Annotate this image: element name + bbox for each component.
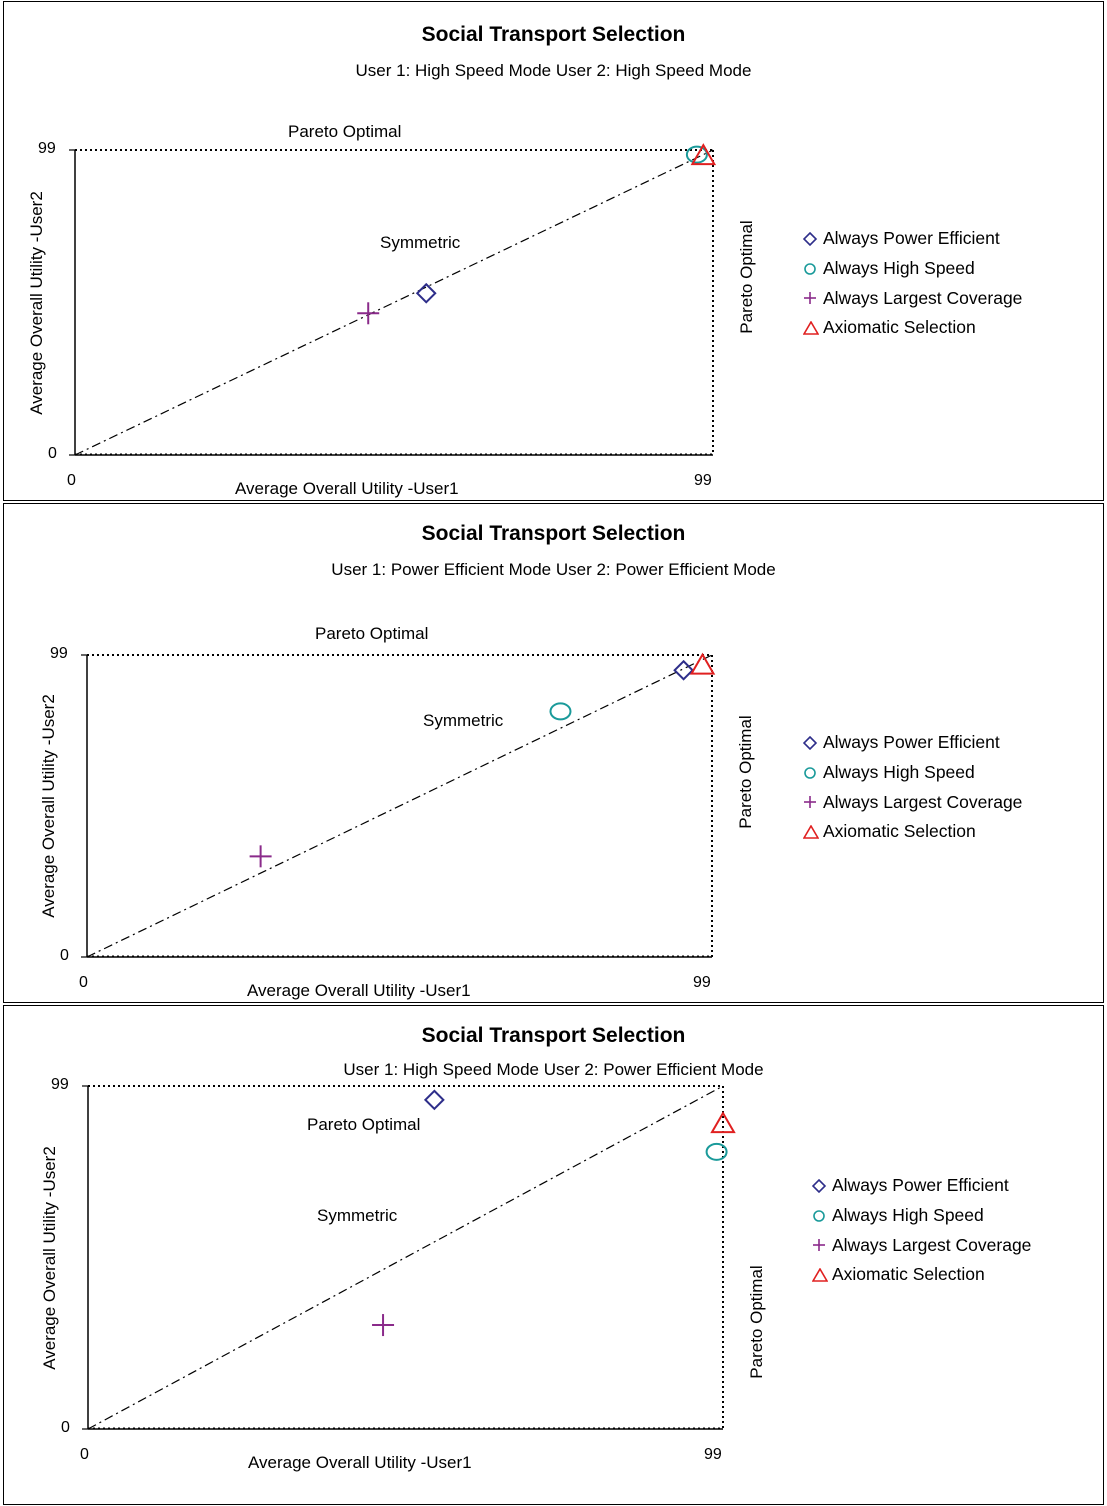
legend-label: Always Power Efficient xyxy=(823,732,1000,753)
plus-icon xyxy=(804,292,816,305)
legend: Always Power Efficient Always High Speed A… xyxy=(803,224,1022,343)
y-tick-max: 99 xyxy=(50,645,68,662)
symmetric-label: Symmetric xyxy=(380,233,461,252)
y-tick-min: 0 xyxy=(61,1419,70,1436)
data-point-diamond xyxy=(673,659,695,681)
legend-item-largest-coverage: Always Largest Coverage xyxy=(812,1230,1031,1260)
chart-title: Social Transport Selection xyxy=(421,522,686,545)
y-tick-min: 0 xyxy=(60,947,69,964)
legend-item-power-efficient: Always Power Efficient xyxy=(803,224,1022,254)
symmetric-line xyxy=(74,149,714,456)
legend-item-axiomatic: Axiomatic Selection xyxy=(803,817,1022,847)
data-point-diamond xyxy=(415,282,437,304)
x-tick-min: 0 xyxy=(67,472,76,489)
pareto-optimal-top-label: Pareto Optimal xyxy=(307,1115,421,1134)
pareto-optimal-top-label: Pareto Optimal xyxy=(288,122,402,141)
legend-label: Axiomatic Selection xyxy=(823,317,976,338)
legend-label: Always Power Efficient xyxy=(832,1175,1009,1196)
pareto-optimal-top-label: Pareto Optimal xyxy=(315,624,429,643)
y-axis-label: Average Overall Utility -User2 xyxy=(27,190,46,415)
legend-item-axiomatic: Axiomatic Selection xyxy=(812,1260,1031,1290)
data-point-triangle xyxy=(689,652,716,675)
circle-icon xyxy=(804,262,816,275)
y-axis-label: Average Overall Utility -User2 xyxy=(39,694,58,918)
pareto-optimal-right-label: Pareto Optimal xyxy=(736,715,755,829)
diamond-icon xyxy=(803,231,818,246)
x-tick-max: 99 xyxy=(704,1446,722,1463)
legend-item-largest-coverage: Always Largest Coverage xyxy=(803,283,1022,313)
chart-title: Social Transport Selection xyxy=(421,1024,686,1047)
symmetric-line xyxy=(86,654,713,958)
triangle-icon xyxy=(812,1267,828,1282)
circle-icon xyxy=(804,766,816,779)
circle-icon xyxy=(813,1209,825,1222)
x-tick-min: 0 xyxy=(80,1446,89,1463)
x-tick-min: 0 xyxy=(79,974,88,991)
y-tick-max: 99 xyxy=(38,140,56,157)
chart-subtitle: User 1: Power Efficient Mode User 2: Pow… xyxy=(331,560,776,579)
chart-panel-1: Social Transport Selection User 1: High S… xyxy=(3,1,1104,501)
diamond-icon xyxy=(812,1178,827,1193)
chart-subtitle: User 1: High Speed Mode User 2: High Spe… xyxy=(355,61,752,80)
legend-label: Always High Speed xyxy=(832,1205,984,1226)
triangle-icon xyxy=(803,320,819,335)
triangle-icon xyxy=(803,824,819,839)
legend-label: Always High Speed xyxy=(823,762,975,783)
data-point-triangle xyxy=(690,143,717,166)
chart-panel-3: Social Transport Selection User 1: High S… xyxy=(3,1005,1104,1505)
pareto-optimal-right-label: Pareto Optimal xyxy=(737,220,756,334)
legend-label: Always Largest Coverage xyxy=(823,791,1023,812)
legend: Always Power Efficient Always High Speed A… xyxy=(803,728,1022,847)
data-point-plus xyxy=(249,845,272,868)
legend-label: Always Power Efficient xyxy=(823,228,1000,249)
y-tick-max: 99 xyxy=(51,1076,69,1093)
symmetric-label: Symmetric xyxy=(423,711,504,730)
legend-label: Axiomatic Selection xyxy=(823,821,976,842)
data-point-circle xyxy=(685,145,708,164)
x-tick-max: 99 xyxy=(694,472,712,489)
plot-area xyxy=(82,1085,736,1430)
legend-label: Axiomatic Selection xyxy=(832,1264,985,1285)
data-point-diamond xyxy=(423,1089,445,1111)
symmetric-line xyxy=(87,1085,724,1430)
chart-subtitle: User 1: High Speed Mode User 2: Power Ef… xyxy=(343,1060,764,1079)
chart-title: Social Transport Selection xyxy=(421,23,686,46)
legend-item-power-efficient: Always Power Efficient xyxy=(803,728,1022,758)
data-point-circle xyxy=(549,702,572,721)
y-tick-min: 0 xyxy=(48,445,57,462)
legend-label: Always Largest Coverage xyxy=(832,1234,1032,1255)
y-axis-label: Average Overall Utility -User2 xyxy=(40,1145,59,1370)
plot-area xyxy=(69,143,717,456)
plus-icon xyxy=(813,1239,825,1252)
x-axis-label: Average Overall Utility -User1 xyxy=(248,1453,472,1472)
data-point-plus xyxy=(357,302,380,325)
plot-area xyxy=(81,652,716,958)
legend-item-high-speed: Always High Speed xyxy=(803,758,1022,788)
plus-icon xyxy=(804,796,816,809)
x-tick-max: 99 xyxy=(693,974,711,991)
legend-item-high-speed: Always High Speed xyxy=(803,254,1022,284)
legend-item-high-speed: Always High Speed xyxy=(812,1201,1031,1231)
symmetric-label: Symmetric xyxy=(317,1206,398,1225)
legend-label: Always High Speed xyxy=(823,258,975,279)
legend-item-largest-coverage: Always Largest Coverage xyxy=(803,787,1022,817)
data-point-circle xyxy=(705,1142,728,1161)
x-axis-label: Average Overall Utility -User1 xyxy=(247,981,471,1000)
chart-panel-2: Social Transport Selection User 1: Power … xyxy=(3,503,1104,1003)
data-point-plus xyxy=(372,1314,395,1337)
data-point-triangle xyxy=(710,1111,736,1134)
legend: Always Power Efficient Always High Speed A… xyxy=(812,1171,1031,1290)
x-axis-label: Average Overall Utility -User1 xyxy=(235,479,459,498)
pareto-optimal-right-label: Pareto Optimal xyxy=(747,1265,766,1379)
legend-label: Always Largest Coverage xyxy=(823,287,1023,308)
legend-item-axiomatic: Axiomatic Selection xyxy=(803,313,1022,343)
legend-item-power-efficient: Always Power Efficient xyxy=(812,1171,1031,1201)
diamond-icon xyxy=(803,735,818,750)
